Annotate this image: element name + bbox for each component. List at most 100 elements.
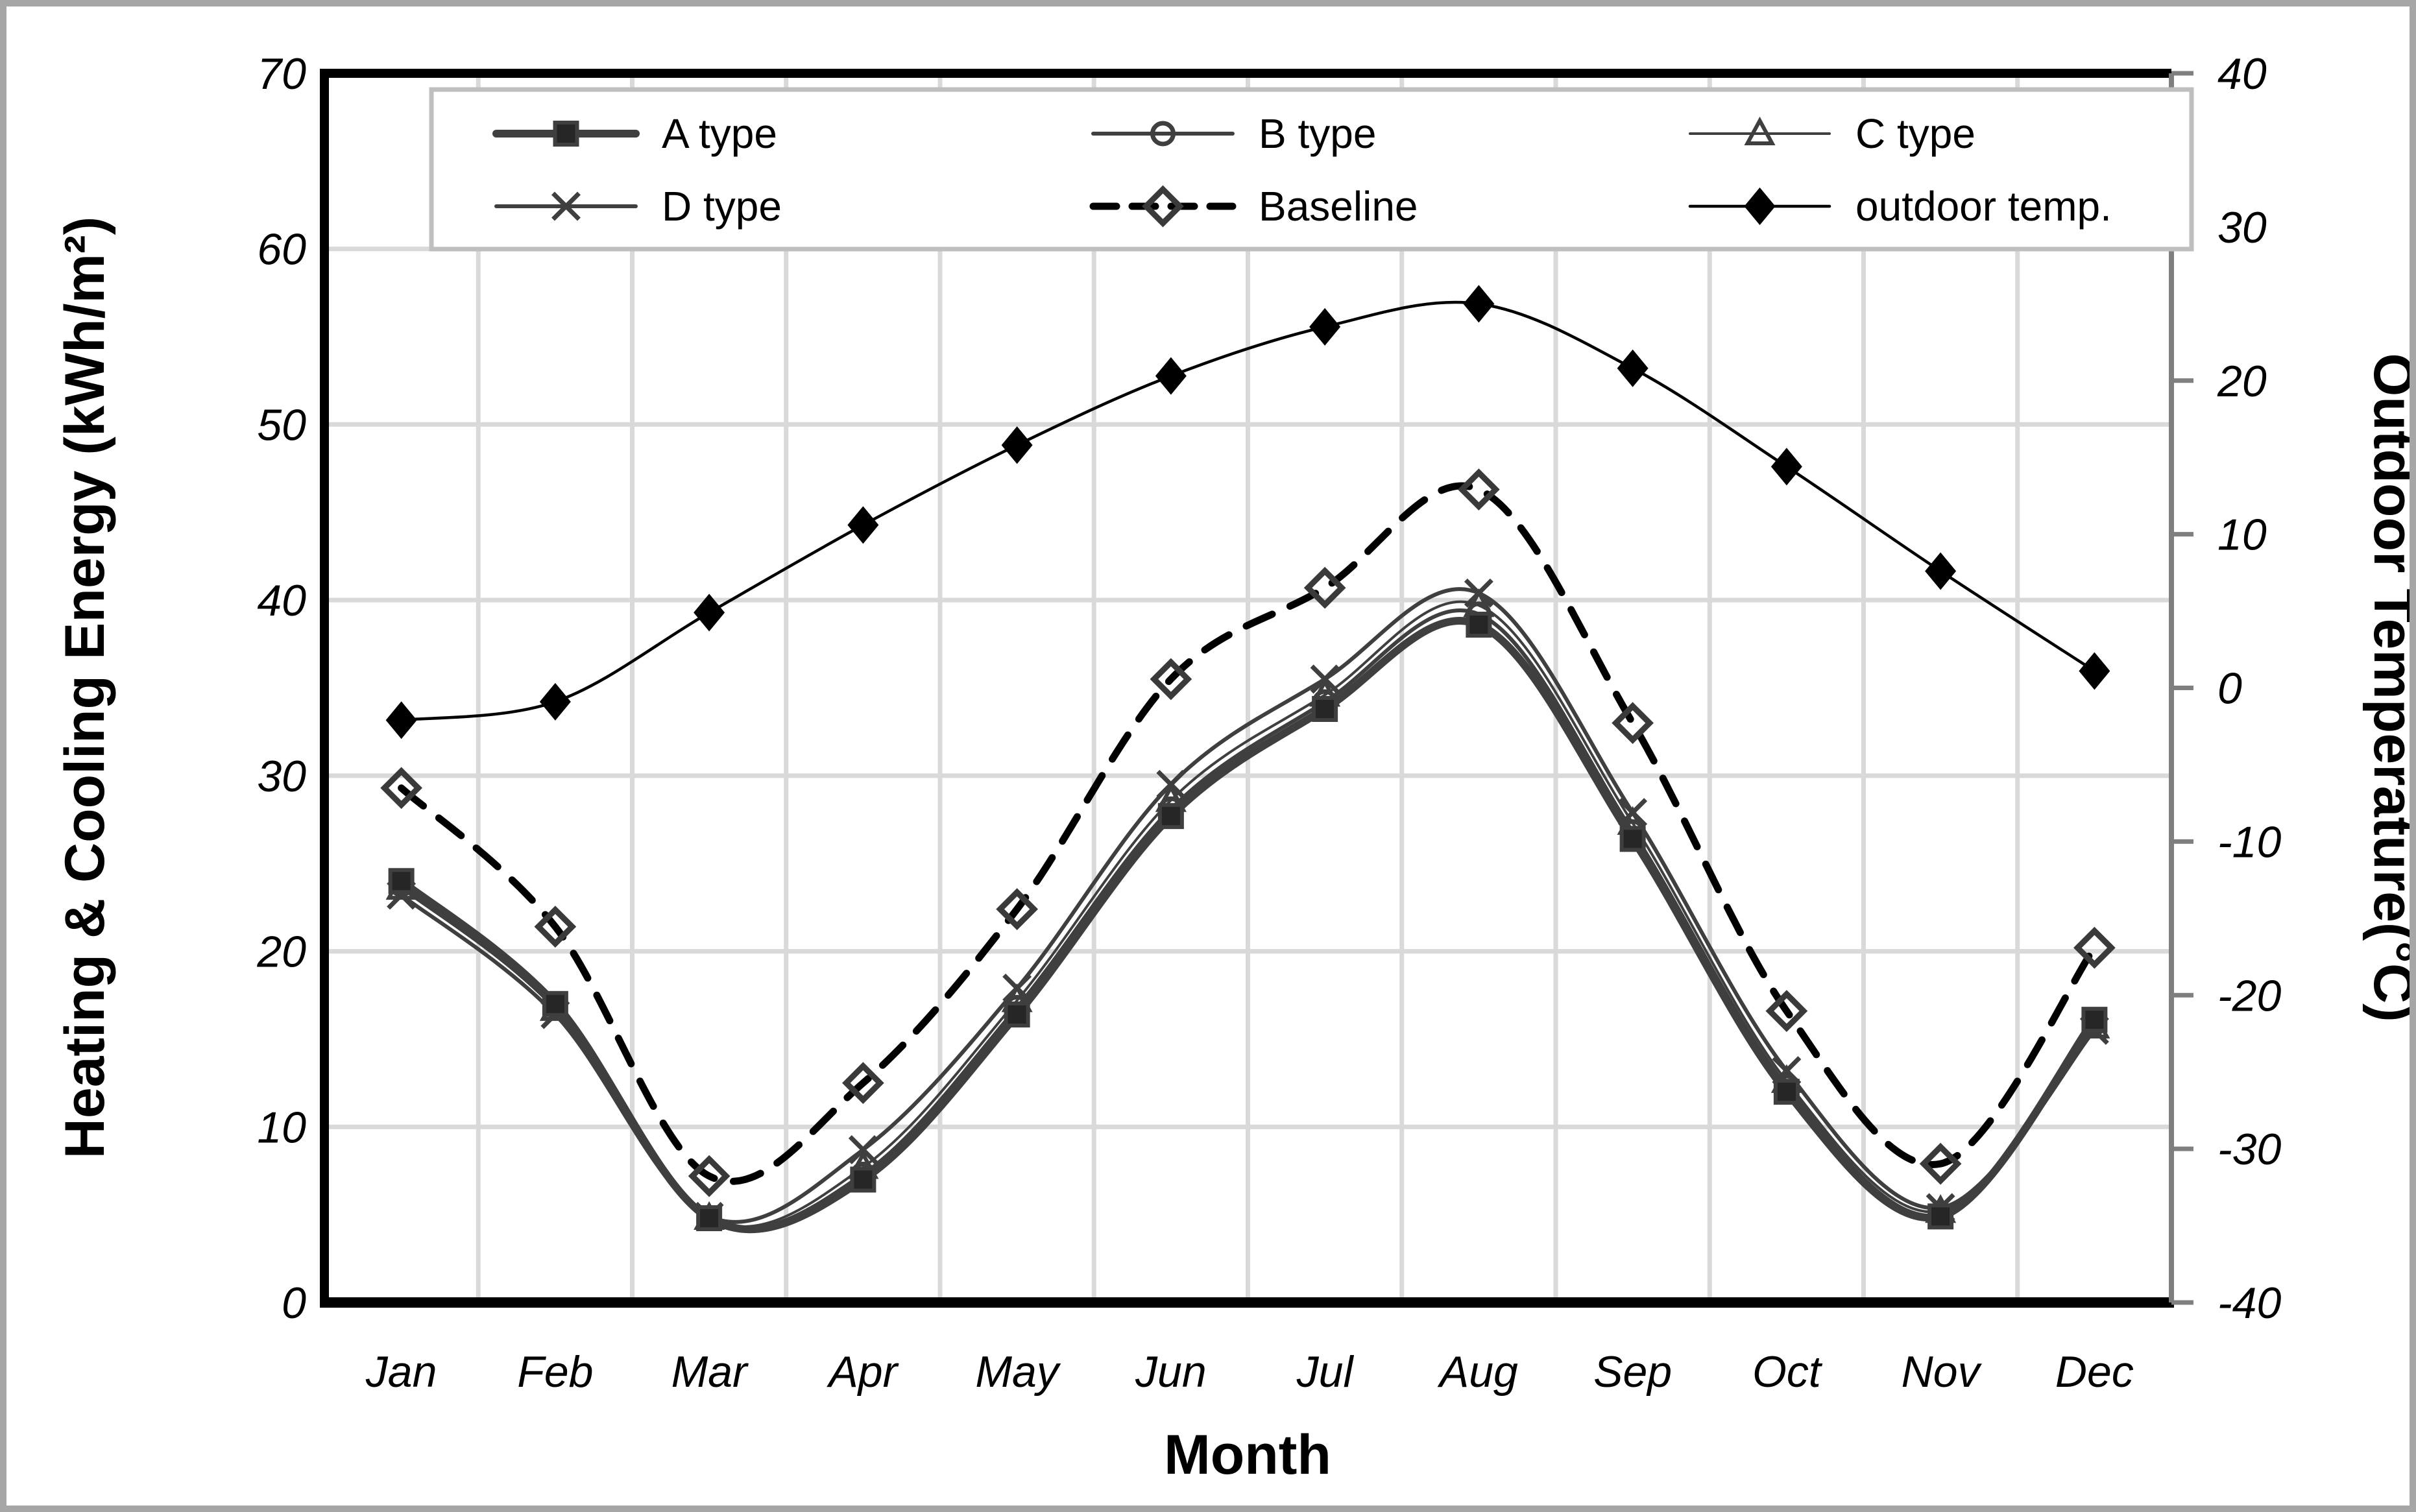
marker-filled-diamond [694,594,725,632]
legend-item-baseline: Baseline [1089,183,1418,230]
marker-open-triangle [1744,116,1776,145]
y-left-tick-label: 30 [257,752,306,801]
y-left-tick-label: 70 [257,49,306,99]
marker-open-diamond [996,888,1038,930]
marker-filled-diamond [847,506,879,544]
x-tick-label: Feb [517,1347,593,1397]
x-axis-title: Month [1164,1424,1331,1486]
plot-frame [320,69,2193,1308]
marker-filled-square [553,121,579,147]
marker-filled-diamond [1309,307,1341,346]
marker-open-diamond [380,767,422,810]
series-line [398,482,2098,1185]
marker-x-cross [551,191,581,221]
marker-filled-square [1157,803,1184,830]
marker-filled-diamond [385,701,417,739]
legend-item-c-type: C type [1689,110,1975,157]
y-left-tick-label: 0 [282,1278,306,1328]
y-right-tick-label: 30 [2217,203,2267,252]
marker-open-diamond [688,1155,731,1197]
gridlines [324,73,2171,1302]
marker-open-circle [1150,121,1176,147]
legend-label: D type [662,183,782,230]
marker-filled-square [696,1205,723,1232]
x-tick-label: Nov [1902,1347,1983,1397]
series-a-type [388,612,2108,1234]
series-line [397,617,2099,1234]
marker-filled-square [1312,695,1338,722]
x-tick-label: Jun [1135,1347,1207,1397]
marker-open-diamond [1150,658,1192,701]
x-tick-label: Apr [826,1347,899,1397]
x-tick-label: May [975,1347,1061,1397]
marker-filled-square [1927,1203,1954,1230]
legend-item-d-type: D type [494,183,782,230]
marker-filled-square [388,868,415,894]
x-tick-label: Aug [1437,1347,1518,1397]
x-tick-label: Dec [2055,1347,2134,1397]
series-layer [380,285,2116,1234]
x-tick-label: Oct [1752,1347,1823,1397]
y-right-tick-label: 40 [2217,49,2267,99]
marker-filled-square [1004,1002,1030,1028]
y-left-tick-label: 40 [257,576,306,625]
marker-open-diamond [534,906,577,948]
marker-filled-diamond [1744,187,1776,225]
x-tick-label: Jul [1296,1347,1355,1397]
marker-filled-diamond [1001,426,1033,464]
y-right-tick-label: 20 [2217,357,2267,406]
y-right-axis-title: Outdoor Temperature(°C) [2362,353,2416,1022]
legend: A type B type C type D type Baseline outdoor … [429,87,2194,252]
y-left-axis-title: Heating & Cooling Energy (kWh/m²) [54,217,116,1158]
marker-filled-square [1619,826,1646,852]
legend-label: B type [1259,110,1376,157]
marker-x-cross [848,1135,878,1164]
marker-filled-square [1466,612,1492,638]
x-tick-label: Mar [671,1347,749,1397]
legend-item-outdoor-temp-: outdoor temp. [1688,183,2112,230]
series-outdoor-temp- [385,285,2110,739]
y-right-tick-label: 0 [2217,664,2242,714]
legend-box [429,87,2194,252]
marker-open-diamond [1142,185,1184,228]
marker-open-diamond [2073,926,2116,969]
series-line [400,300,2096,722]
x-tick-label: Jan [365,1347,437,1397]
marker-filled-diamond [1925,552,1957,590]
legend-label: C type [1855,110,1975,157]
energy-temperature-chart: 0 10 20 30 40 50 60 70 -40 -30 -20 -10 0 10 20 30 40 Jan F… [54,49,2416,1486]
marker-filled-square [2081,1007,2108,1033]
y-right-tick-label: -10 [2217,817,2281,867]
marker-open-diamond [1458,468,1500,510]
legend-item-a-type: A type [492,110,777,157]
marker-filled-square [850,1166,876,1193]
marker-open-diamond [1919,1142,1962,1185]
y-right-tick-label: 10 [2217,510,2267,560]
marker-open-diamond [1612,702,1654,745]
legend-item-b-type: B type [1091,110,1376,157]
marker-filled-diamond [1155,357,1187,395]
legend-label: A type [662,110,777,157]
series-baseline [380,468,2116,1197]
legend-label: outdoor temp. [1855,183,2112,230]
y-left-tick-label: 10 [257,1103,306,1152]
y-right-tick-label: -20 [2217,971,2281,1020]
legend-label: Baseline [1259,183,1418,230]
y-left-tick-label: 20 [256,928,306,977]
y-left-tick-label: 50 [257,400,306,450]
y-right-tick-label: -30 [2217,1125,2281,1174]
marker-filled-square [542,990,568,1017]
marker-filled-diamond [539,682,571,721]
marker-open-diamond [1303,566,1346,609]
marker-filled-diamond [1770,448,1802,486]
x-tick-label: Sep [1593,1347,1672,1397]
marker-filled-diamond [2079,652,2110,690]
marker-filled-diamond [1617,349,1649,387]
y-left-tick-label: 60 [257,225,306,274]
marker-open-diamond [842,1062,884,1104]
marker-filled-square [1773,1079,1800,1105]
marker-open-diamond [1765,990,1808,1032]
marker-filled-diamond [1463,285,1495,323]
y-right-tick-label: -40 [2217,1278,2281,1328]
